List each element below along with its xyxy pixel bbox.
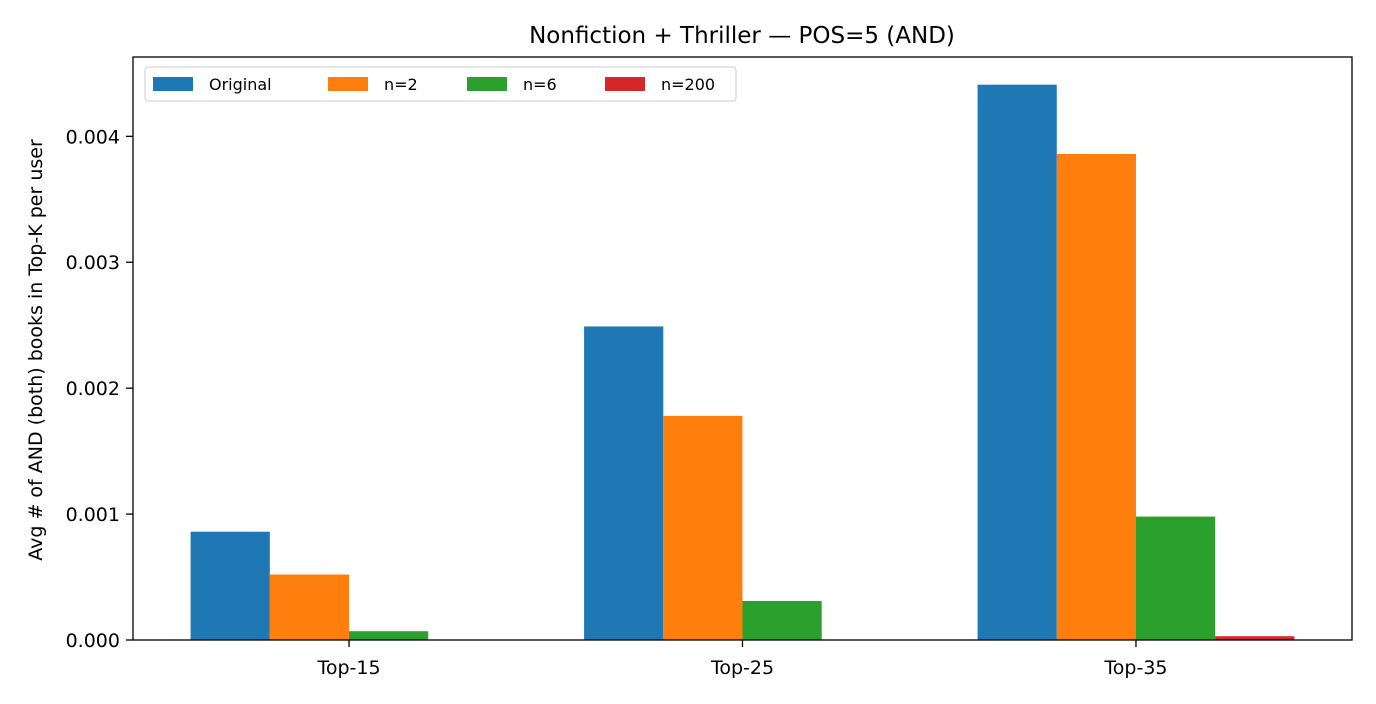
y-tick-label: 0.002 (66, 378, 120, 400)
bar-original-top-35 (977, 84, 1057, 640)
legend-swatch (467, 77, 507, 91)
x-tick-label: Top-15 (316, 657, 380, 679)
x-tick-label: Top-35 (1103, 657, 1167, 679)
legend-label: n=2 (384, 75, 418, 94)
y-axis-label: Avg # of AND (both) books in Top-K per u… (25, 139, 47, 561)
bar-n6-top-35 (1135, 516, 1216, 640)
legend-swatch (328, 77, 368, 91)
legend: Original n=2 n=6 n=200 (144, 66, 737, 102)
legend-swatch (605, 77, 645, 91)
bar-n6-top-15 (349, 631, 429, 640)
bar-n200-top-35 (1215, 636, 1295, 640)
y-tick-label: 0.003 (66, 252, 120, 274)
chart-title: Nonfiction + Thriller — POS=5 (AND) (529, 23, 955, 49)
bar-original-top-15 (190, 531, 270, 640)
x-tick-label: Top-25 (710, 657, 774, 679)
bar-n2-top-35 (1056, 153, 1136, 640)
legend-box (144, 66, 737, 102)
legend-label: Original (209, 75, 272, 94)
bar-n2-top-25 (663, 415, 743, 640)
bar-n2-top-15 (269, 574, 350, 640)
bar-n6-top-25 (742, 600, 822, 640)
axes-group: Top-15 Top-25 Top-35 0.000 0.001 0.002 0.003 0.… (66, 56, 1353, 679)
y-tick-label: 0.000 (66, 630, 120, 652)
bar-original-top-25 (584, 326, 664, 640)
legend-label: n=200 (661, 75, 715, 94)
legend-label: n=6 (523, 75, 557, 94)
y-tick-label: 0.004 (66, 126, 120, 148)
bars-group (190, 84, 1295, 640)
legend-swatch (153, 77, 193, 91)
y-tick-label: 0.001 (66, 504, 120, 526)
